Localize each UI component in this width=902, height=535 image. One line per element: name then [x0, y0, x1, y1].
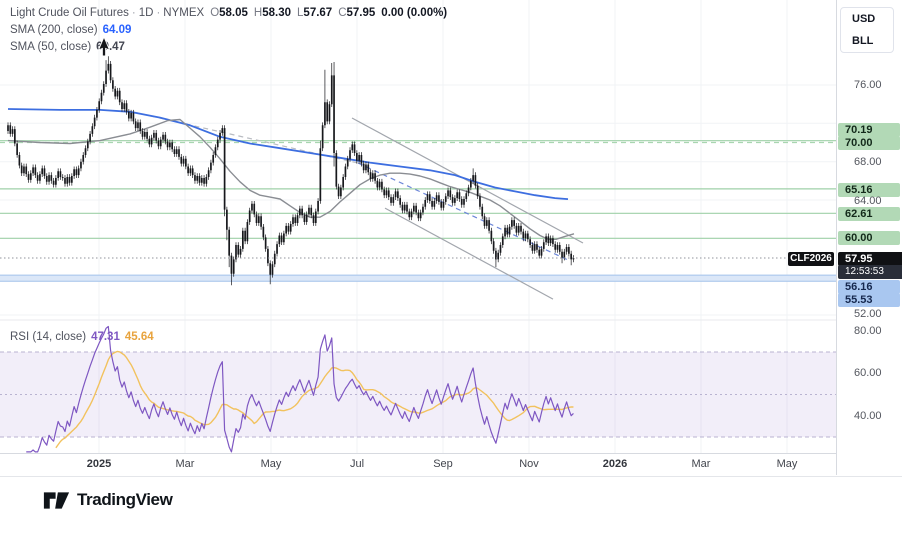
price-axis-label: 68.00: [854, 156, 882, 168]
time-axis-label: May: [776, 458, 798, 470]
price-axis-label: 56.16: [838, 280, 900, 294]
price-axis-label: 70.00: [838, 136, 900, 150]
rsi-label: RSI (14, close): [10, 331, 87, 343]
price-axis-label: 12:53:53: [838, 265, 902, 279]
currency-button[interactable]: USD: [852, 13, 876, 25]
rsi-axis-label: 80.00: [854, 325, 882, 337]
mouse-cursor-icon: [97, 36, 111, 57]
price-axis-label: 55.53: [838, 293, 900, 307]
ohlc-key: H: [253, 7, 263, 19]
chart-plot-area[interactable]: [0, 0, 836, 453]
legend: Light Crude Oil Futures · 1D · NYMEX O58.05 H5…: [10, 5, 447, 56]
rsi-value: 47.31: [91, 331, 120, 343]
price-axis-label: 70.19: [838, 123, 900, 137]
contract-price-flag: CLF2026: [788, 252, 834, 266]
ohlc-value: 57.67: [303, 7, 333, 19]
ohlc-value: 58.05: [219, 7, 248, 19]
price-axis-label: 60.00: [838, 231, 900, 245]
ohlc-key: O: [210, 7, 220, 19]
price-axis-label: 65.16: [838, 183, 900, 197]
rsi-ma-value: 45.64: [124, 331, 154, 343]
price-axis-label: 64.00: [854, 195, 882, 207]
price-axis-label: 57.95: [838, 252, 902, 266]
ohlc-values: O58.05 H58.30 L57.67 C57.95: [204, 7, 375, 19]
chart-widget: Light Crude Oil Futures · 1D · NYMEX O58.05 H5…: [0, 0, 902, 477]
sma200-label: SMA (200, close): [10, 24, 98, 36]
time-axis-label: Sep: [433, 458, 453, 470]
price-axis-label: 52.00: [854, 308, 882, 320]
rsi-axis-label: 40.00: [854, 410, 882, 422]
time-axis-label: Nov: [519, 458, 539, 470]
unit-button[interactable]: BLL: [852, 35, 874, 47]
time-axis[interactable]: 2025 Mar May Jul Sep Nov 2026 Mar May: [0, 453, 902, 477]
ohlc-value: 57.95: [346, 7, 376, 19]
rsi-axis-label: 60.00: [854, 367, 882, 379]
currency-unit-switcher: USD BLL: [840, 7, 894, 53]
symbol-interval: 1D: [138, 7, 154, 19]
tradingview-logo-icon: [43, 491, 70, 509]
legend-symbol-row[interactable]: Light Crude Oil Futures · 1D · NYMEX O58.05 H5…: [10, 7, 448, 19]
price-axis[interactable]: 76.00 70.19 70.00 68.00 65.16 64.00 62.61 60.00…: [836, 0, 902, 475]
sma50-label: SMA (50, close): [10, 41, 92, 53]
tradingview-logo-text: TradingView: [77, 490, 173, 509]
change-value: 0.00 (0.00%): [381, 7, 448, 19]
time-axis-label: 2025: [86, 458, 112, 470]
price-axis-label: 76.00: [854, 79, 882, 91]
ohlc-key: C: [338, 7, 347, 19]
legend-sma50-row[interactable]: SMA (50, close) 60.47: [10, 39, 447, 56]
time-axis-label: Mar: [175, 458, 195, 470]
time-axis-label: May: [260, 458, 282, 470]
symbol-exchange: NYMEX: [163, 7, 205, 19]
time-axis-label: Jul: [349, 458, 365, 470]
time-axis-label: 2026: [602, 458, 628, 470]
rsi-legend-row[interactable]: RSI (14, close) 47.31 45.64: [10, 331, 154, 343]
price-axis-label: 62.61: [838, 207, 900, 221]
symbol-title: Light Crude Oil Futures: [10, 7, 129, 19]
legend-sma200-row[interactable]: SMA (200, close) 64.09: [10, 22, 447, 39]
sma200-value: 64.09: [102, 24, 132, 36]
ohlc-key: L: [297, 7, 304, 19]
footer: TradingView: [0, 476, 902, 535]
ohlc-value: 58.30: [262, 7, 292, 19]
tradingview-logo[interactable]: TradingView: [43, 490, 173, 510]
time-axis-label: Mar: [691, 458, 711, 470]
